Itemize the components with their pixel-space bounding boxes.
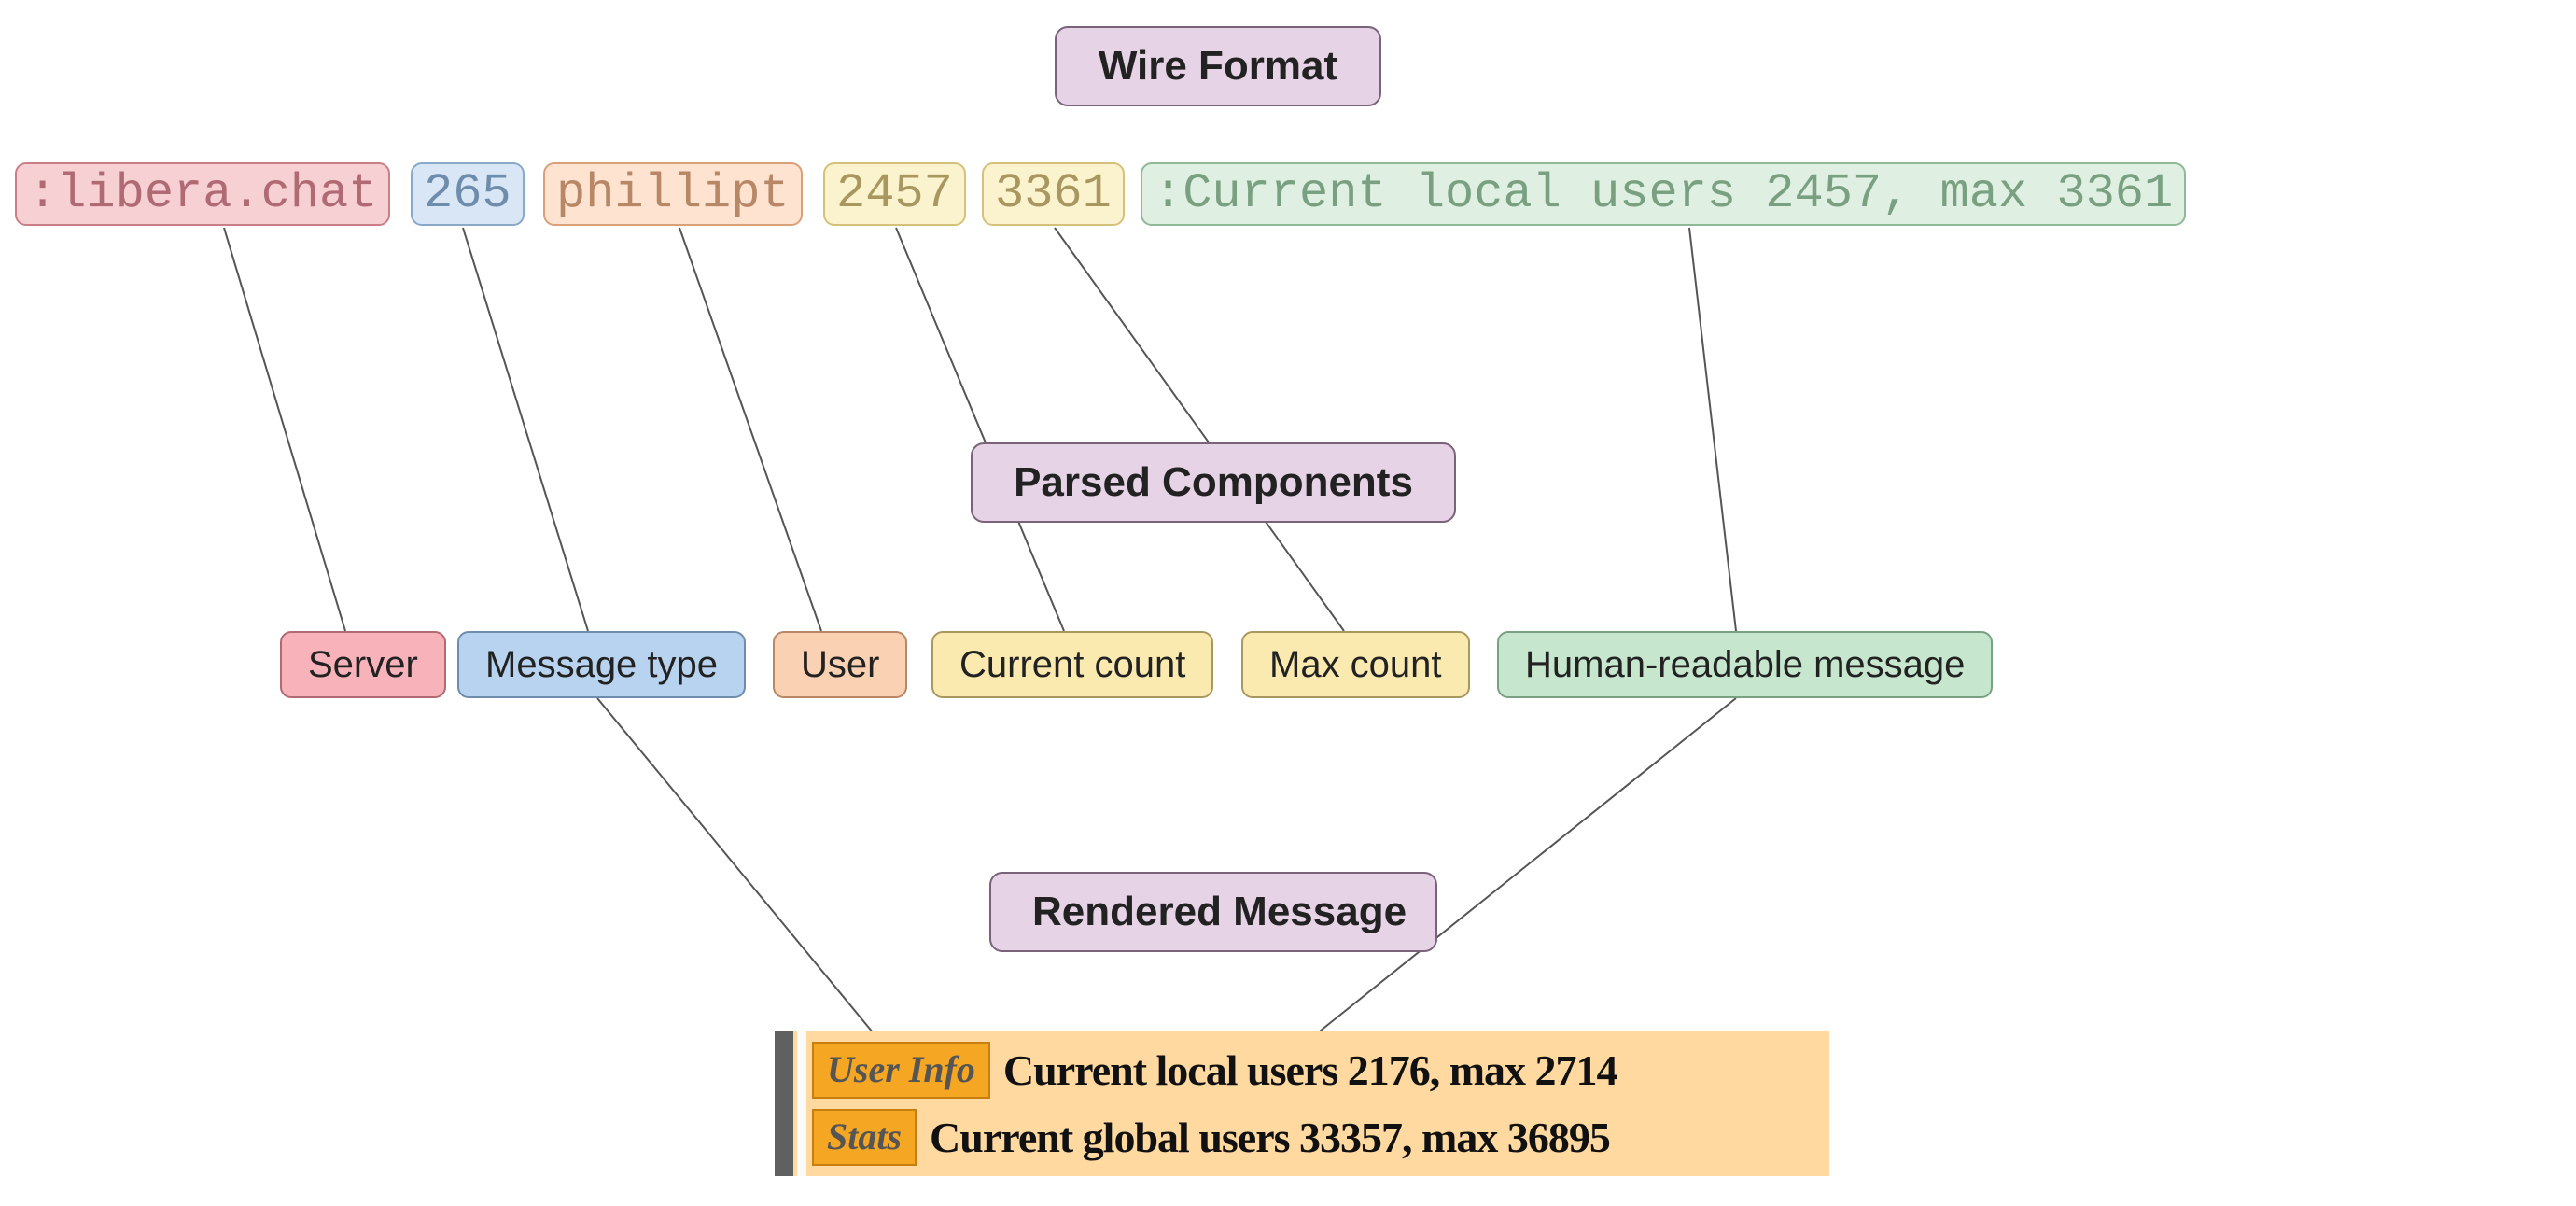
token-message-type: 265 xyxy=(411,162,525,226)
rendered-text-local-users: Current local users 2176, max 2714 xyxy=(1003,1045,1617,1095)
rendered-tag-user-info: User Info xyxy=(812,1042,990,1099)
rendered-gutter-white xyxy=(797,1031,806,1176)
label-message-type: Message type xyxy=(457,631,746,698)
rendered-row-2: Stats Current global users 33357, max 36… xyxy=(812,1103,1617,1171)
rendered-text-global-users: Current global users 33357, max 36895 xyxy=(930,1113,1610,1162)
label-human-readable-message: Human-readable message xyxy=(1497,631,1993,698)
rendered-gutter-gray xyxy=(775,1031,793,1176)
token-server: :libera.chat xyxy=(15,162,390,226)
label-user: User xyxy=(773,631,907,698)
rendered-rows: User Info Current local users 2176, max … xyxy=(812,1031,1636,1176)
rendered-message-block: User Info Current local users 2176, max … xyxy=(775,1031,1829,1176)
token-human-readable-message: :Current local users 2457, max 3361 xyxy=(1141,162,2186,226)
token-max-count: 3361 xyxy=(982,162,1125,226)
rendered-row-1: User Info Current local users 2176, max … xyxy=(812,1036,1617,1103)
section-header-parsed-components: Parsed Components xyxy=(971,442,1456,523)
section-header-wire-format: Wire Format xyxy=(1055,26,1381,106)
token-user: phillipt xyxy=(543,162,803,226)
rendered-tag-stats: Stats xyxy=(812,1109,917,1166)
token-current-count: 2457 xyxy=(823,162,966,226)
label-max-count: Max count xyxy=(1241,631,1470,698)
section-header-rendered-message: Rendered Message xyxy=(989,872,1437,952)
label-server: Server xyxy=(280,631,446,698)
label-current-count: Current count xyxy=(931,631,1213,698)
